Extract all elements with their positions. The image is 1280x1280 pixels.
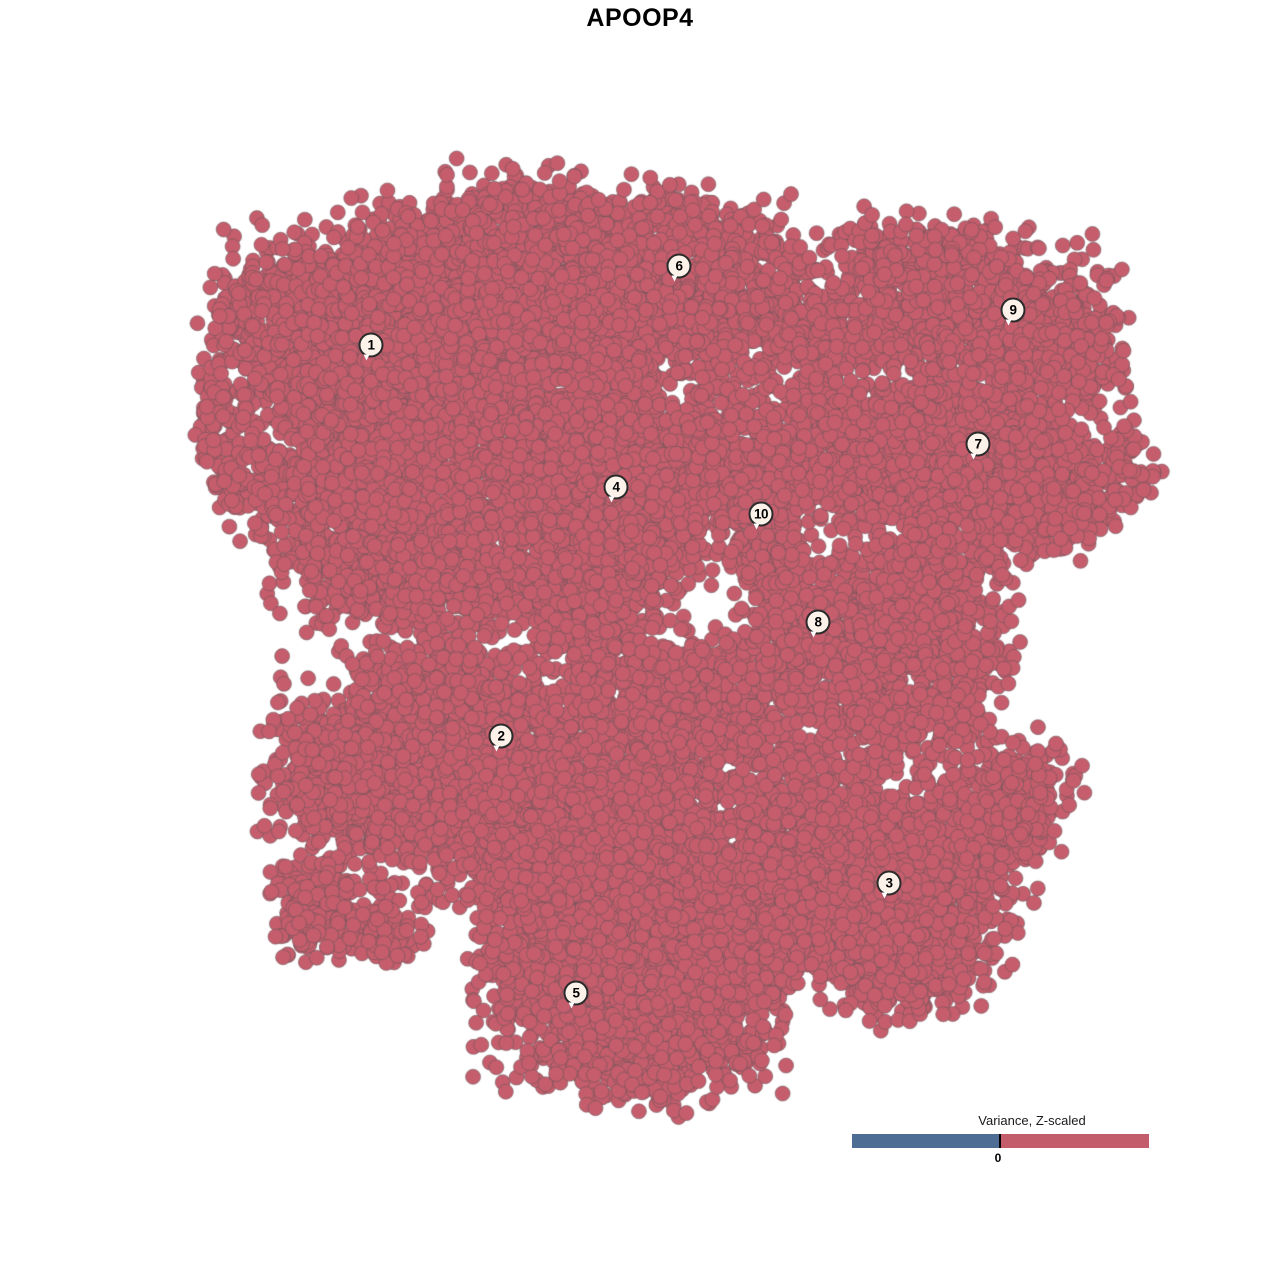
colorbar: [852, 1134, 1149, 1148]
colorbar-negative-segment: [852, 1134, 1000, 1148]
colorbar-zero-tick: [999, 1134, 1001, 1148]
colorbar-zero-label: 0: [994, 1151, 1002, 1165]
colorbar-title: Variance, Z-scaled: [978, 1113, 1086, 1128]
colorbar-positive-segment: [1000, 1134, 1149, 1148]
